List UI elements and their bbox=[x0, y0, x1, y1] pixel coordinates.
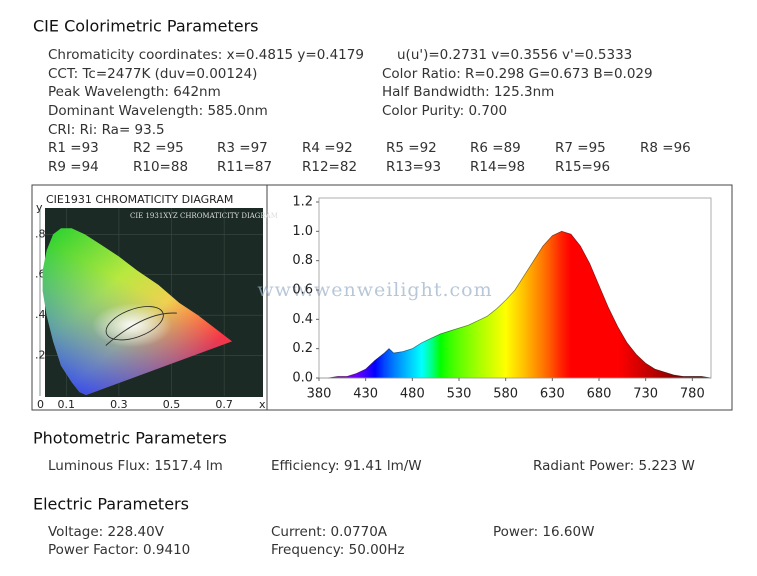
cie-title: CIE1931 CHROMATICITY DIAGRAM bbox=[46, 193, 233, 206]
axis-label: y bbox=[36, 201, 43, 214]
axis-label: x bbox=[259, 398, 266, 411]
param: Luminous Flux: 1517.4 lm bbox=[48, 458, 223, 474]
r-value: R2 =95 bbox=[133, 140, 184, 156]
plot-frame bbox=[318, 197, 712, 379]
param: Frequency: 50.00Hz bbox=[271, 542, 404, 558]
spectrum-area bbox=[580, 245, 590, 379]
spectrum-chart: www.wenweilight.com 0.0 0.2 0.4 0.6 0.8 1.0 1.2… bbox=[257, 195, 712, 402]
param: Color Purity: 0.700 bbox=[382, 103, 507, 119]
r-value: R8 =96 bbox=[640, 140, 691, 156]
spectrum-area bbox=[440, 330, 450, 379]
y-tick-label: 0.0 bbox=[292, 371, 313, 386]
param: Power Factor: 0.9410 bbox=[48, 542, 190, 558]
spectrum-line bbox=[319, 230, 712, 379]
spectrum-area bbox=[542, 235, 553, 379]
section-title: CIE Colorimetric Parameters bbox=[33, 17, 259, 36]
param: Color Ratio: R=0.298 G=0.673 B=0.029 bbox=[382, 66, 653, 82]
x-tick-label: 480 bbox=[400, 387, 425, 402]
x-tick-label: 730 bbox=[633, 387, 658, 402]
r-value: R4 =92 bbox=[302, 140, 353, 156]
r-value: R9 =94 bbox=[48, 159, 99, 175]
spectrum-area bbox=[421, 338, 432, 379]
spectrum-area bbox=[393, 351, 404, 379]
watermark: www.wenweilight.com bbox=[257, 279, 492, 301]
param: Efficiency: 91.41 lm/W bbox=[271, 458, 422, 474]
cie-y-tick-label: .4 bbox=[35, 308, 46, 321]
spectrum-area bbox=[524, 259, 534, 379]
y-tick-label: 1.2 bbox=[292, 195, 313, 210]
cie-y-tick-label: .2 bbox=[35, 349, 46, 362]
spectrum-area bbox=[388, 348, 394, 379]
cie-y-tick-label: .6 bbox=[35, 268, 46, 281]
spectrum-area bbox=[486, 308, 497, 379]
x-tick-label: 380 bbox=[307, 387, 332, 402]
r-value: R14=98 bbox=[470, 159, 525, 175]
spectrum-area bbox=[468, 320, 478, 379]
cie-x-tick-label: 0.7 bbox=[215, 398, 233, 411]
r-value: R6 =89 bbox=[470, 140, 521, 156]
r-values: R1 =93 R2 =95 R3 =97 R4 =92 R5 =92 R6 =89 R7 =… bbox=[48, 140, 691, 175]
r-value: R7 =95 bbox=[555, 140, 606, 156]
ellipse-region bbox=[105, 306, 164, 341]
y-tick-label: 1.0 bbox=[292, 224, 313, 239]
param: Half Bandwidth: 125.3nm bbox=[382, 84, 554, 100]
r-value: R13=93 bbox=[386, 159, 441, 175]
x-tick-label: 680 bbox=[587, 387, 612, 402]
white-point-region bbox=[92, 303, 173, 348]
spectrum-area bbox=[449, 327, 460, 379]
param: Chromaticity coordinates: x=0.4815 y=0.4… bbox=[48, 47, 364, 63]
spectrum-area bbox=[561, 230, 572, 379]
param: Power: 16.60W bbox=[493, 524, 594, 540]
section-title: Electric Parameters bbox=[33, 495, 189, 514]
param: CRI: Ri: Ra= 93.5 bbox=[48, 122, 165, 138]
y-tick-label: 0.8 bbox=[292, 253, 313, 268]
spectrum-area bbox=[402, 348, 413, 379]
spectrum-area bbox=[552, 230, 562, 379]
r-value: R5 =92 bbox=[386, 140, 437, 156]
x-tick-label: 530 bbox=[447, 387, 472, 402]
cie-inner-title: CIE 1931XYZ CHROMATICITY DIAGRAM bbox=[130, 212, 278, 220]
r-value: R10=88 bbox=[133, 159, 188, 175]
param: Radiant Power: 5.223 W bbox=[533, 458, 695, 474]
spectrum-area bbox=[514, 274, 525, 379]
y-tick-label: 0.6 bbox=[292, 283, 313, 298]
spectrum-area bbox=[505, 289, 516, 379]
x-tick-label: 430 bbox=[353, 387, 378, 402]
cie-diagram: 0 0.1 0.3 0.5 0.7 .2 .4 .6 .8 bbox=[35, 208, 263, 411]
param: Dominant Wavelength: 585.0nm bbox=[48, 103, 268, 119]
x-tick-label: 580 bbox=[493, 387, 518, 402]
cie-x-tick-label: 0 bbox=[37, 398, 44, 411]
cie-x-tick-label: 0.5 bbox=[163, 398, 181, 411]
r-value: R11=87 bbox=[217, 159, 272, 175]
x-tick-label: 630 bbox=[540, 387, 565, 402]
cie-x-tick-label: 0.1 bbox=[58, 398, 76, 411]
spectrum-area bbox=[533, 245, 544, 379]
param: CCT: Tc=2477K (duv=0.00124) bbox=[48, 66, 257, 82]
param: Peak Wavelength: 642nm bbox=[48, 84, 221, 100]
x-tick-label: 780 bbox=[680, 387, 705, 402]
cie-y-tick-label: .8 bbox=[35, 227, 46, 240]
r-value: R15=96 bbox=[555, 159, 610, 175]
y-tick-label: 0.4 bbox=[292, 312, 313, 327]
param: u(u')=0.2731 v=0.3556 v'=0.5333 bbox=[397, 47, 632, 63]
param: Current: 0.0770A bbox=[271, 524, 388, 540]
r-value: R1 =93 bbox=[48, 140, 99, 156]
y-tick-label: 0.2 bbox=[292, 341, 313, 356]
cie-x-tick-label: 0.3 bbox=[110, 398, 128, 411]
chart-frame bbox=[31, 184, 733, 411]
spectrum-area bbox=[570, 233, 581, 379]
spectrum-area bbox=[458, 324, 469, 379]
spectrum-area bbox=[496, 299, 506, 379]
spectrum-area bbox=[477, 316, 488, 379]
spectrum-area bbox=[430, 333, 441, 379]
section-title: Photometric Parameters bbox=[33, 429, 227, 448]
r-value: R3 =97 bbox=[217, 140, 268, 156]
r-value: R12=82 bbox=[302, 159, 357, 175]
param: Voltage: 228.40V bbox=[48, 524, 165, 540]
spectrum-area bbox=[384, 348, 390, 379]
